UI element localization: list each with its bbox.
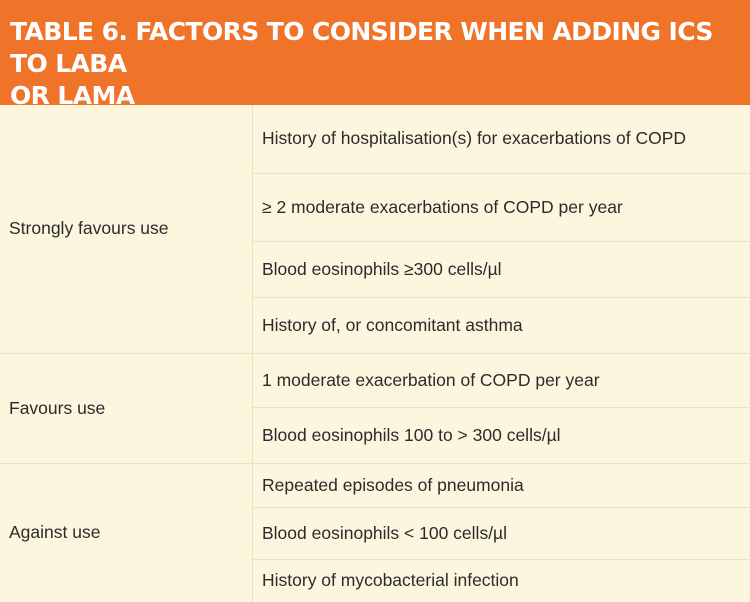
table-row: Favours use 1 moderate exacerbation of C… <box>0 352 750 464</box>
table-row: Strongly favours use History of hospital… <box>0 105 750 354</box>
factor-cell: ≥ 2 moderate exacerbations of COPD per y… <box>252 172 750 242</box>
table-row: Blood eosinophils < 100 cells/µl <box>0 506 750 560</box>
factor-cell: Repeated episodes of pneumonia <box>252 462 750 508</box>
factor-cell: Blood eosinophils ≥300 cells/µl <box>252 240 750 298</box>
factors-table: Strongly favours use History of hospital… <box>0 105 750 602</box>
category-strongly-favours-use: Strongly favours use <box>0 105 253 354</box>
factor-cell: History of, or concomitant asthma <box>252 296 750 354</box>
factor-cell: 1 moderate exacerbation of COPD per year <box>252 352 750 408</box>
table-row: Blood eosinophils 100 to > 300 cells/µl <box>0 406 750 464</box>
factor-cell: History of mycobacterial infection <box>252 558 750 602</box>
table-row: ≥ 2 moderate exacerbations of COPD per y… <box>0 172 750 242</box>
table-row: Blood eosinophils ≥300 cells/µl <box>0 240 750 298</box>
category-against-use: Against use <box>0 462 253 602</box>
table-row: Against use Repeated episodes of pneumon… <box>0 462 750 602</box>
factor-cell: History of hospitalisation(s) for exacer… <box>252 105 750 174</box>
table-row: History of mycobacterial infection <box>0 558 750 602</box>
table-header: TABLE 6. FACTORS TO CONSIDER WHEN ADDING… <box>0 0 750 110</box>
category-favours-use: Favours use <box>0 352 253 464</box>
factor-cell: Blood eosinophils 100 to > 300 cells/µl <box>252 406 750 464</box>
table-title-line-1: TABLE 6. FACTORS TO CONSIDER WHEN ADDING… <box>10 17 713 78</box>
factor-cell: Blood eosinophils < 100 cells/µl <box>252 506 750 560</box>
table-row: History of, or concomitant asthma <box>0 296 750 354</box>
table-title: TABLE 6. FACTORS TO CONSIDER WHEN ADDING… <box>10 16 740 112</box>
